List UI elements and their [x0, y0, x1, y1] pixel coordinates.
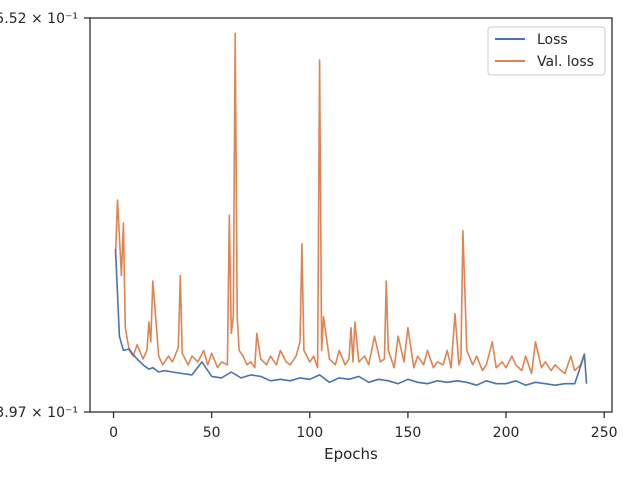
- x-axis-ticks: 0 50 100 150 200 250: [109, 412, 618, 441]
- y-tick-label: 5.52 × 10⁻¹: [0, 11, 78, 27]
- y-tick-label: 3.97 × 10⁻¹: [0, 405, 78, 421]
- series-layer: [114, 32, 588, 387]
- x-tick-label: 100: [296, 425, 323, 441]
- legend: Loss Val. loss: [487, 26, 606, 76]
- y-axis-ticks: 3.97 × 10⁻¹ 5.52 × 10⁻¹: [0, 11, 90, 421]
- legend-label-val-loss: Val. loss: [537, 54, 594, 70]
- legend-label-loss: Loss: [537, 32, 568, 48]
- x-tick-label: 200: [493, 425, 520, 441]
- x-tick-label: 250: [591, 425, 618, 441]
- x-tick-label: 0: [109, 425, 118, 441]
- x-tick-label: 50: [203, 425, 221, 441]
- axes-frame: [89, 17, 613, 413]
- x-tick-label: 150: [395, 425, 422, 441]
- series-line-loss: [114, 248, 588, 387]
- plot-area: [89, 17, 613, 413]
- x-axis-label: Epochs: [324, 445, 378, 463]
- series-line-val-loss: [114, 32, 586, 375]
